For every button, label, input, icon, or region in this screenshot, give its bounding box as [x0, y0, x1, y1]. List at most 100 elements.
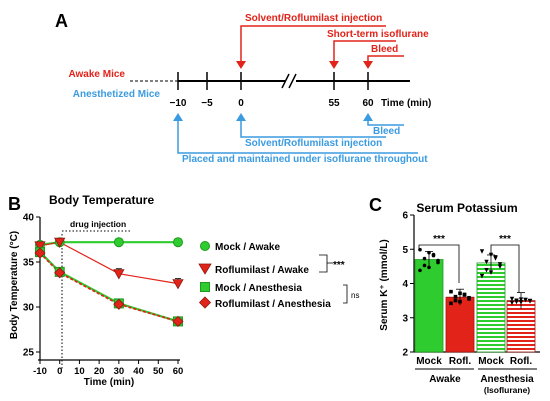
bleed-label-bottom: Bleed — [373, 126, 400, 137]
individual-point — [509, 300, 515, 306]
arrow-up-icon — [236, 113, 246, 121]
y-tick-label: 3 — [402, 313, 408, 324]
chart-c-dots — [418, 247, 533, 306]
individual-point — [497, 262, 503, 267]
data-point — [113, 298, 125, 310]
individual-point — [422, 256, 427, 261]
individual-point — [453, 294, 458, 299]
individual-point — [518, 300, 524, 305]
injection-label-top: Solvent/Roflumilast injection — [245, 13, 382, 24]
isoflurane-label-bottom: Placed and maintained under isoflurane t… — [182, 154, 428, 165]
significance-label: ns — [351, 291, 359, 300]
individual-point — [449, 301, 453, 306]
individual-point — [527, 298, 533, 304]
x-tick-label: 50 — [153, 366, 164, 377]
legend-label: Roflumilast / Awake — [215, 265, 309, 276]
x-tick-label: 40 — [133, 366, 144, 377]
timeline-tick-label: 55 — [328, 98, 340, 109]
bleed-bracket-top — [367, 55, 404, 63]
individual-point — [484, 267, 489, 273]
legend-diamond-icon — [198, 296, 212, 309]
injection-bracket-bottom — [240, 119, 386, 138]
chart-b-legend: Mock / Awake Roflumilast / Awake Mock / … — [198, 241, 359, 310]
data-point — [172, 315, 184, 327]
drug-injection-label: drug injection — [70, 219, 126, 229]
individual-point — [488, 252, 494, 258]
chart-b-x-label: Time (min) — [84, 377, 134, 388]
isoflurane-bracket-top — [333, 40, 396, 63]
panel-a: A Awake Mice Anesthetized Mice −10 −5 0 … — [55, 11, 431, 165]
x-tick-label: 20 — [94, 366, 105, 377]
top-annotations — [240, 25, 404, 63]
data-point — [113, 237, 124, 248]
series-line — [39, 241, 179, 285]
chart-c-significance: *** *** — [418, 234, 520, 293]
category-label: Mock — [478, 356, 504, 367]
timeline-tick-label: −10 — [170, 98, 187, 109]
isoflurane-bracket-bottom — [177, 119, 418, 154]
y-tick-label: 5 — [402, 245, 408, 256]
arrow-down-icon — [236, 61, 246, 69]
individual-point — [436, 258, 440, 263]
individual-point — [484, 259, 489, 265]
x-tick-label: 10 — [74, 366, 85, 377]
category-label: Rofl. — [510, 356, 532, 367]
individual-point — [431, 252, 436, 257]
y-tick-label: 2 — [402, 348, 408, 359]
y-tick-label: 30 — [23, 303, 35, 314]
awake-mice-label: Awake Mice — [68, 69, 125, 80]
chart-b-axes: 25 30 35 40 -10 0 10 20 30 40 50 60 — [23, 213, 183, 378]
timeline-break-mark — [288, 73, 297, 89]
y-tick-label: 35 — [23, 258, 35, 269]
data-point — [172, 279, 184, 290]
series-line — [39, 252, 179, 323]
arrow-down-icon — [363, 61, 373, 69]
individual-point — [514, 298, 519, 303]
injection-bracket-top — [240, 25, 386, 63]
individual-point — [453, 298, 458, 303]
group-label: Anesthesia — [480, 374, 534, 385]
bar — [414, 259, 444, 353]
y-tick-label: 6 — [402, 211, 408, 222]
legend-square-icon — [200, 282, 210, 292]
data-point — [54, 237, 66, 249]
individual-point — [493, 255, 498, 260]
bar — [506, 300, 536, 353]
group-sublabel: (Isoflurane) — [484, 385, 530, 395]
arrow-up-icon — [173, 113, 183, 121]
data-point — [173, 237, 183, 248]
significance-bracket — [343, 284, 348, 304]
panel-a-letter: A — [55, 11, 68, 31]
individual-point — [458, 291, 462, 296]
x-tick-label: 60 — [173, 366, 184, 377]
individual-point — [418, 268, 422, 273]
y-tick-label: 25 — [23, 348, 35, 359]
panel-b-letter: B — [8, 194, 21, 214]
significance-bracket — [319, 254, 328, 273]
injection-label-bottom: Solvent/Roflumilast injection — [245, 138, 382, 149]
category-label: Rofl. — [449, 356, 471, 367]
data-point — [34, 247, 46, 259]
bar — [476, 262, 506, 353]
individual-point — [523, 297, 528, 303]
individual-point — [479, 249, 485, 254]
data-point — [34, 241, 46, 252]
x-tick-label: -10 — [33, 366, 47, 377]
significance-label: *** — [433, 234, 445, 245]
legend-label: Mock / Awake — [215, 242, 280, 253]
group-label: Awake — [429, 374, 461, 385]
arrow-up-icon — [363, 113, 373, 121]
individual-point — [422, 263, 427, 268]
arrow-down-icon — [329, 61, 339, 69]
individual-point — [462, 292, 467, 297]
chart-b-title: Body Temperature — [49, 193, 154, 207]
data-point — [54, 267, 66, 279]
timeline-tick-label: −5 — [201, 98, 213, 109]
individual-point — [467, 295, 471, 300]
individual-point — [458, 299, 462, 304]
bar — [445, 296, 475, 353]
anesthetized-mice-label: Anesthetized Mice — [73, 89, 161, 100]
timeline-ticks — [177, 72, 369, 90]
x-tick-label: 0 — [57, 366, 62, 377]
